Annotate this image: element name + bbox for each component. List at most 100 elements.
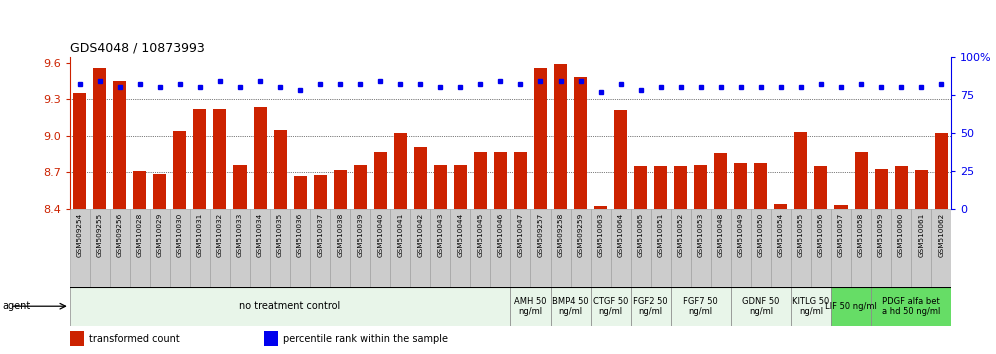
Bar <box>371 209 390 287</box>
Bar <box>711 209 731 287</box>
Bar <box>454 165 467 209</box>
Text: GSM510038: GSM510038 <box>338 213 344 257</box>
Text: GSM510030: GSM510030 <box>177 213 183 257</box>
Bar <box>872 287 951 326</box>
Bar <box>531 209 551 287</box>
Text: GSM510050: GSM510050 <box>758 213 764 257</box>
Bar <box>310 209 330 287</box>
Text: GSM509257: GSM509257 <box>538 213 544 257</box>
Text: GSM510049: GSM510049 <box>738 213 744 257</box>
Text: FGF7 50
ng/ml: FGF7 50 ng/ml <box>683 297 718 316</box>
Bar <box>634 166 647 209</box>
Text: GSM509255: GSM509255 <box>97 213 103 257</box>
Bar <box>354 165 367 209</box>
Text: BMP4 50
ng/ml: BMP4 50 ng/ml <box>552 297 589 316</box>
Bar <box>571 209 591 287</box>
Bar <box>230 209 250 287</box>
Bar <box>494 152 507 209</box>
Text: GSM510052: GSM510052 <box>677 213 683 257</box>
Text: GSM510046: GSM510046 <box>497 213 503 257</box>
Bar <box>374 152 386 209</box>
Bar <box>351 209 371 287</box>
Bar <box>213 109 226 209</box>
Bar <box>914 170 927 209</box>
Text: GSM510031: GSM510031 <box>197 213 203 257</box>
Text: GSM510028: GSM510028 <box>136 213 142 257</box>
Text: GSM509256: GSM509256 <box>117 213 123 257</box>
Bar <box>190 209 210 287</box>
Text: LIF 50 ng/ml: LIF 50 ng/ml <box>825 302 876 311</box>
Text: percentile rank within the sample: percentile rank within the sample <box>283 334 448 344</box>
Text: GSM510035: GSM510035 <box>277 213 283 257</box>
Bar <box>434 165 447 209</box>
Bar <box>714 153 727 209</box>
Bar <box>551 287 591 326</box>
Bar <box>149 209 170 287</box>
Text: GDS4048 / 10873993: GDS4048 / 10873993 <box>70 42 204 55</box>
Text: GSM510065: GSM510065 <box>637 213 643 257</box>
Bar <box>615 110 627 209</box>
Bar <box>94 68 107 209</box>
Bar <box>413 147 427 209</box>
Bar <box>114 81 126 209</box>
Text: GSM510061: GSM510061 <box>918 213 924 257</box>
Text: GSM510036: GSM510036 <box>297 213 303 257</box>
Text: AMH 50
ng/ml: AMH 50 ng/ml <box>514 297 547 316</box>
Bar <box>334 170 347 209</box>
Bar <box>129 209 149 287</box>
Text: GSM509259: GSM509259 <box>578 213 584 257</box>
Bar <box>874 169 887 209</box>
Bar <box>474 152 487 209</box>
Bar <box>70 287 511 326</box>
Bar <box>831 209 851 287</box>
Bar <box>811 209 831 287</box>
Bar <box>270 209 290 287</box>
Bar <box>771 209 791 287</box>
Bar <box>314 175 327 209</box>
Bar <box>514 152 527 209</box>
Text: transformed count: transformed count <box>89 334 180 344</box>
Text: GSM510043: GSM510043 <box>437 213 443 257</box>
Bar <box>470 209 490 287</box>
Bar <box>554 64 567 209</box>
Bar <box>630 287 670 326</box>
Text: GSM510058: GSM510058 <box>858 213 865 257</box>
Bar <box>630 209 650 287</box>
Bar <box>250 209 270 287</box>
Text: GSM510053: GSM510053 <box>698 213 704 257</box>
Text: GSM510041: GSM510041 <box>397 213 403 257</box>
Bar <box>173 131 186 209</box>
Bar <box>153 173 166 209</box>
Bar <box>891 209 911 287</box>
Bar <box>450 209 470 287</box>
Text: GDNF 50
ng/ml: GDNF 50 ng/ml <box>742 297 780 316</box>
Bar <box>254 107 267 209</box>
Text: GSM510044: GSM510044 <box>457 213 463 257</box>
Bar <box>694 165 707 209</box>
Text: GSM510042: GSM510042 <box>417 213 423 257</box>
Text: agent: agent <box>2 301 30 311</box>
Bar <box>534 68 547 209</box>
Bar <box>670 287 731 326</box>
Bar <box>731 287 791 326</box>
Bar <box>390 209 410 287</box>
Text: GSM510045: GSM510045 <box>477 213 483 257</box>
Text: GSM510057: GSM510057 <box>838 213 844 257</box>
Bar <box>410 209 430 287</box>
Bar <box>931 209 951 287</box>
Bar <box>851 209 872 287</box>
Bar <box>691 209 711 287</box>
Bar <box>754 162 767 209</box>
Bar <box>170 209 190 287</box>
Bar <box>674 166 687 209</box>
Bar <box>330 209 351 287</box>
Bar <box>650 209 670 287</box>
Bar <box>734 162 747 209</box>
Text: GSM510029: GSM510029 <box>156 213 163 257</box>
Text: GSM510040: GSM510040 <box>377 213 383 257</box>
Bar <box>193 109 206 209</box>
Bar <box>490 209 511 287</box>
Bar <box>393 133 406 209</box>
Bar <box>835 205 848 209</box>
Text: GSM510063: GSM510063 <box>598 213 604 257</box>
